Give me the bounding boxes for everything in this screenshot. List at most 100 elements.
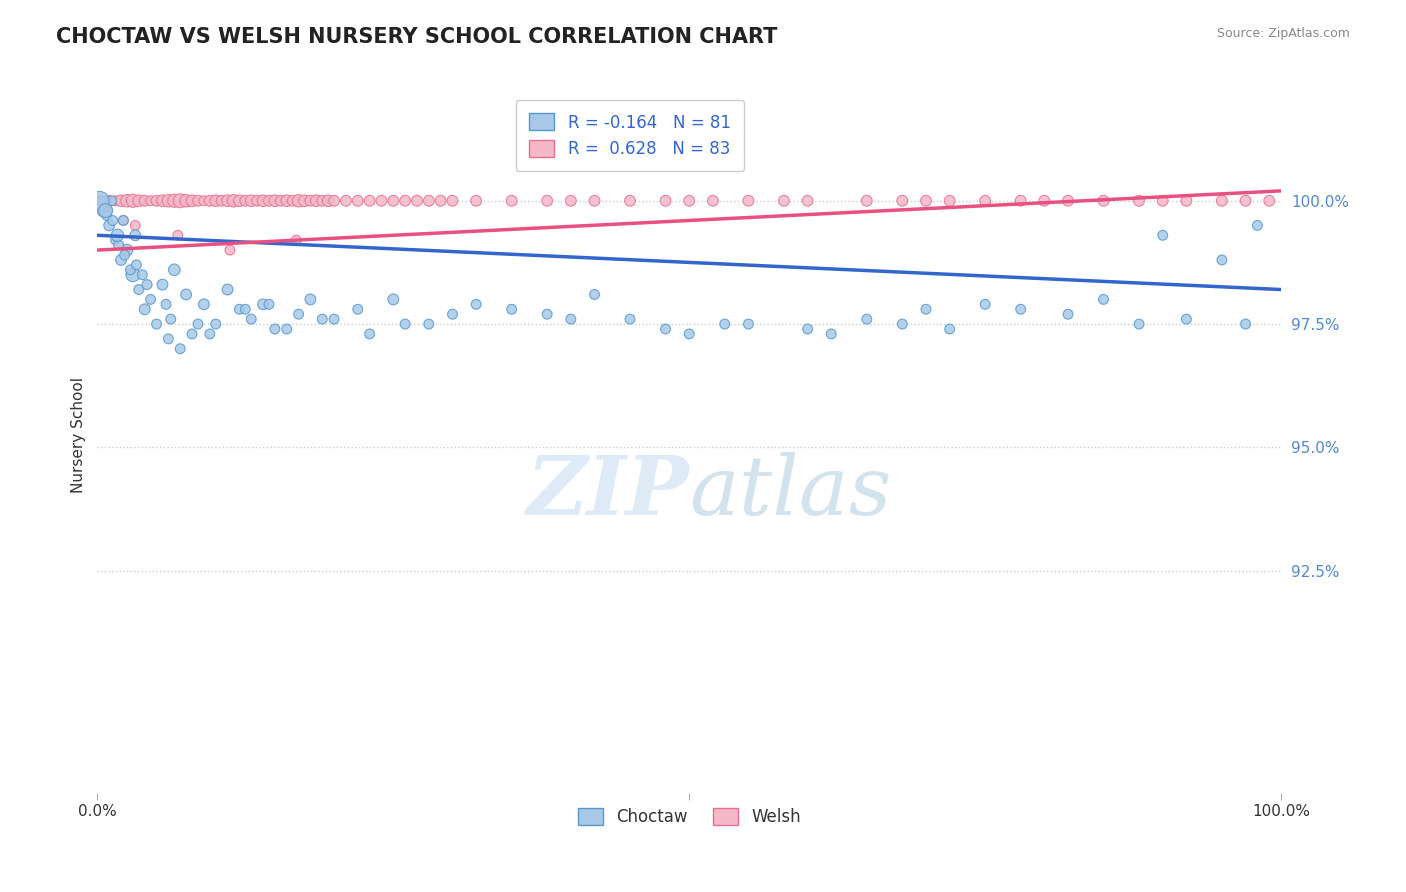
Point <box>796 194 818 208</box>
Point <box>139 194 162 208</box>
Point <box>98 194 121 208</box>
Point <box>287 194 309 208</box>
Point <box>124 219 146 233</box>
Point <box>359 194 381 208</box>
Point <box>115 194 138 208</box>
Point <box>1033 194 1056 208</box>
Point <box>1258 194 1281 208</box>
Point <box>678 326 700 341</box>
Point <box>181 194 204 208</box>
Point <box>855 312 877 326</box>
Point <box>560 312 582 326</box>
Point <box>169 194 191 208</box>
Point <box>1211 252 1233 267</box>
Point <box>270 194 292 208</box>
Point <box>174 194 197 208</box>
Point <box>619 312 641 326</box>
Point <box>157 194 180 208</box>
Point <box>163 194 186 208</box>
Point <box>139 293 162 307</box>
Point <box>382 293 405 307</box>
Point <box>124 228 146 243</box>
Point <box>583 194 606 208</box>
Point <box>285 233 308 247</box>
Point <box>169 342 191 356</box>
Point <box>264 194 287 208</box>
Point <box>128 194 150 208</box>
Point <box>121 194 143 208</box>
Point <box>737 317 759 331</box>
Point <box>240 312 263 326</box>
Point <box>89 194 111 208</box>
Point <box>233 194 256 208</box>
Point <box>583 287 606 301</box>
Point <box>1010 302 1032 317</box>
Point <box>100 194 122 208</box>
Point <box>974 194 997 208</box>
Point <box>891 317 914 331</box>
Point <box>110 194 132 208</box>
Point <box>1211 194 1233 208</box>
Point <box>276 194 298 208</box>
Point <box>323 312 346 326</box>
Point <box>246 194 269 208</box>
Point <box>101 213 124 227</box>
Point <box>110 252 132 267</box>
Point <box>311 194 333 208</box>
Point <box>335 194 357 208</box>
Point <box>157 332 180 346</box>
Point <box>187 194 209 208</box>
Point <box>159 312 181 326</box>
Point <box>252 297 274 311</box>
Point <box>257 194 280 208</box>
Point <box>276 322 298 336</box>
Point <box>1092 194 1115 208</box>
Point <box>370 194 392 208</box>
Point <box>166 228 188 243</box>
Point <box>152 277 174 292</box>
Point <box>181 326 204 341</box>
Text: ZIP: ZIP <box>527 452 689 533</box>
Point <box>418 317 440 331</box>
Point <box>560 194 582 208</box>
Point <box>1175 312 1198 326</box>
Point <box>145 317 167 331</box>
Point <box>217 283 239 297</box>
Point <box>346 302 368 317</box>
Point <box>855 194 877 208</box>
Point <box>96 209 118 223</box>
Point <box>406 194 429 208</box>
Point <box>240 194 263 208</box>
Point <box>112 213 135 227</box>
Point <box>257 297 280 311</box>
Point <box>311 312 333 326</box>
Point <box>536 307 558 321</box>
Point <box>299 293 322 307</box>
Point <box>287 307 309 321</box>
Point <box>115 243 138 257</box>
Point <box>121 268 143 282</box>
Point <box>193 194 215 208</box>
Point <box>323 194 346 208</box>
Point <box>316 194 339 208</box>
Text: CHOCTAW VS WELSH NURSERY SCHOOL CORRELATION CHART: CHOCTAW VS WELSH NURSERY SCHOOL CORRELAT… <box>56 27 778 46</box>
Point <box>193 297 215 311</box>
Point <box>96 203 118 218</box>
Point <box>536 194 558 208</box>
Point <box>305 194 328 208</box>
Point <box>281 194 304 208</box>
Point <box>891 194 914 208</box>
Point <box>713 317 735 331</box>
Point <box>1128 194 1150 208</box>
Point <box>820 326 842 341</box>
Point <box>394 317 416 331</box>
Point <box>418 194 440 208</box>
Point <box>915 194 938 208</box>
Point <box>198 326 221 341</box>
Point <box>107 238 129 252</box>
Point <box>654 194 676 208</box>
Point <box>219 243 242 257</box>
Point <box>217 194 239 208</box>
Point <box>678 194 700 208</box>
Point <box>222 194 245 208</box>
